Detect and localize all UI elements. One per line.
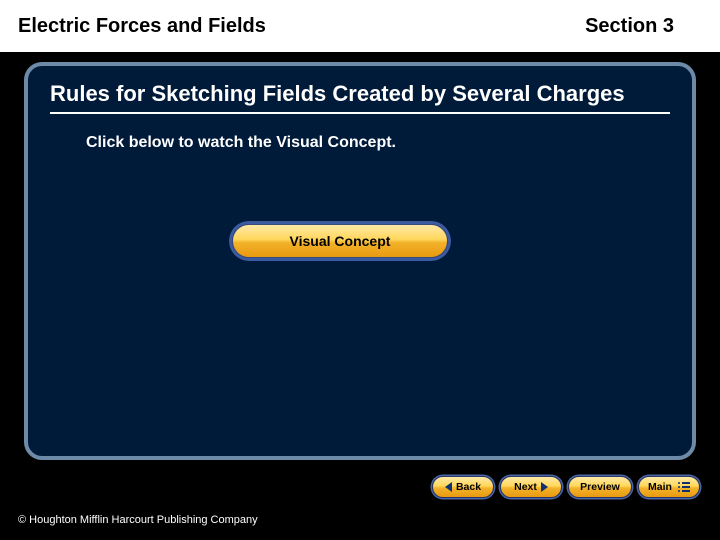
next-label: Next: [514, 481, 537, 493]
list-icon: [678, 482, 690, 493]
preview-label: Preview: [580, 481, 620, 493]
chevron-right-icon: [541, 482, 548, 492]
visual-concept-label: Visual Concept: [290, 233, 391, 249]
content-frame: Rules for Sketching Fields Created by Se…: [24, 62, 696, 460]
preview-button[interactable]: Preview: [568, 476, 632, 498]
back-label: Back: [456, 481, 481, 493]
slide-title: Rules for Sketching Fields Created by Se…: [50, 80, 670, 114]
header-bar: Electric Forces and Fields Section 3: [0, 0, 720, 52]
next-button[interactable]: Next: [500, 476, 562, 498]
chevron-left-icon: [445, 482, 452, 492]
main-button[interactable]: Main: [638, 476, 700, 498]
instruction-text: Click below to watch the Visual Concept.: [86, 134, 670, 152]
nav-row: Back Next Preview Main: [432, 476, 700, 498]
copyright-text: © Houghton Mifflin Harcourt Publishing C…: [18, 514, 258, 526]
back-button[interactable]: Back: [432, 476, 494, 498]
chapter-title: Electric Forces and Fields: [18, 15, 266, 38]
visual-concept-button[interactable]: Visual Concept: [232, 224, 448, 258]
section-label: Section 3: [585, 15, 702, 38]
main-label: Main: [648, 481, 672, 493]
